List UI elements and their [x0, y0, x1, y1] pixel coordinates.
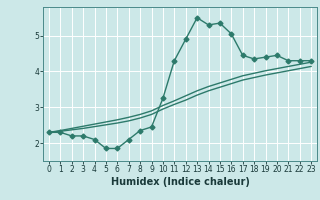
- X-axis label: Humidex (Indice chaleur): Humidex (Indice chaleur): [111, 177, 249, 187]
